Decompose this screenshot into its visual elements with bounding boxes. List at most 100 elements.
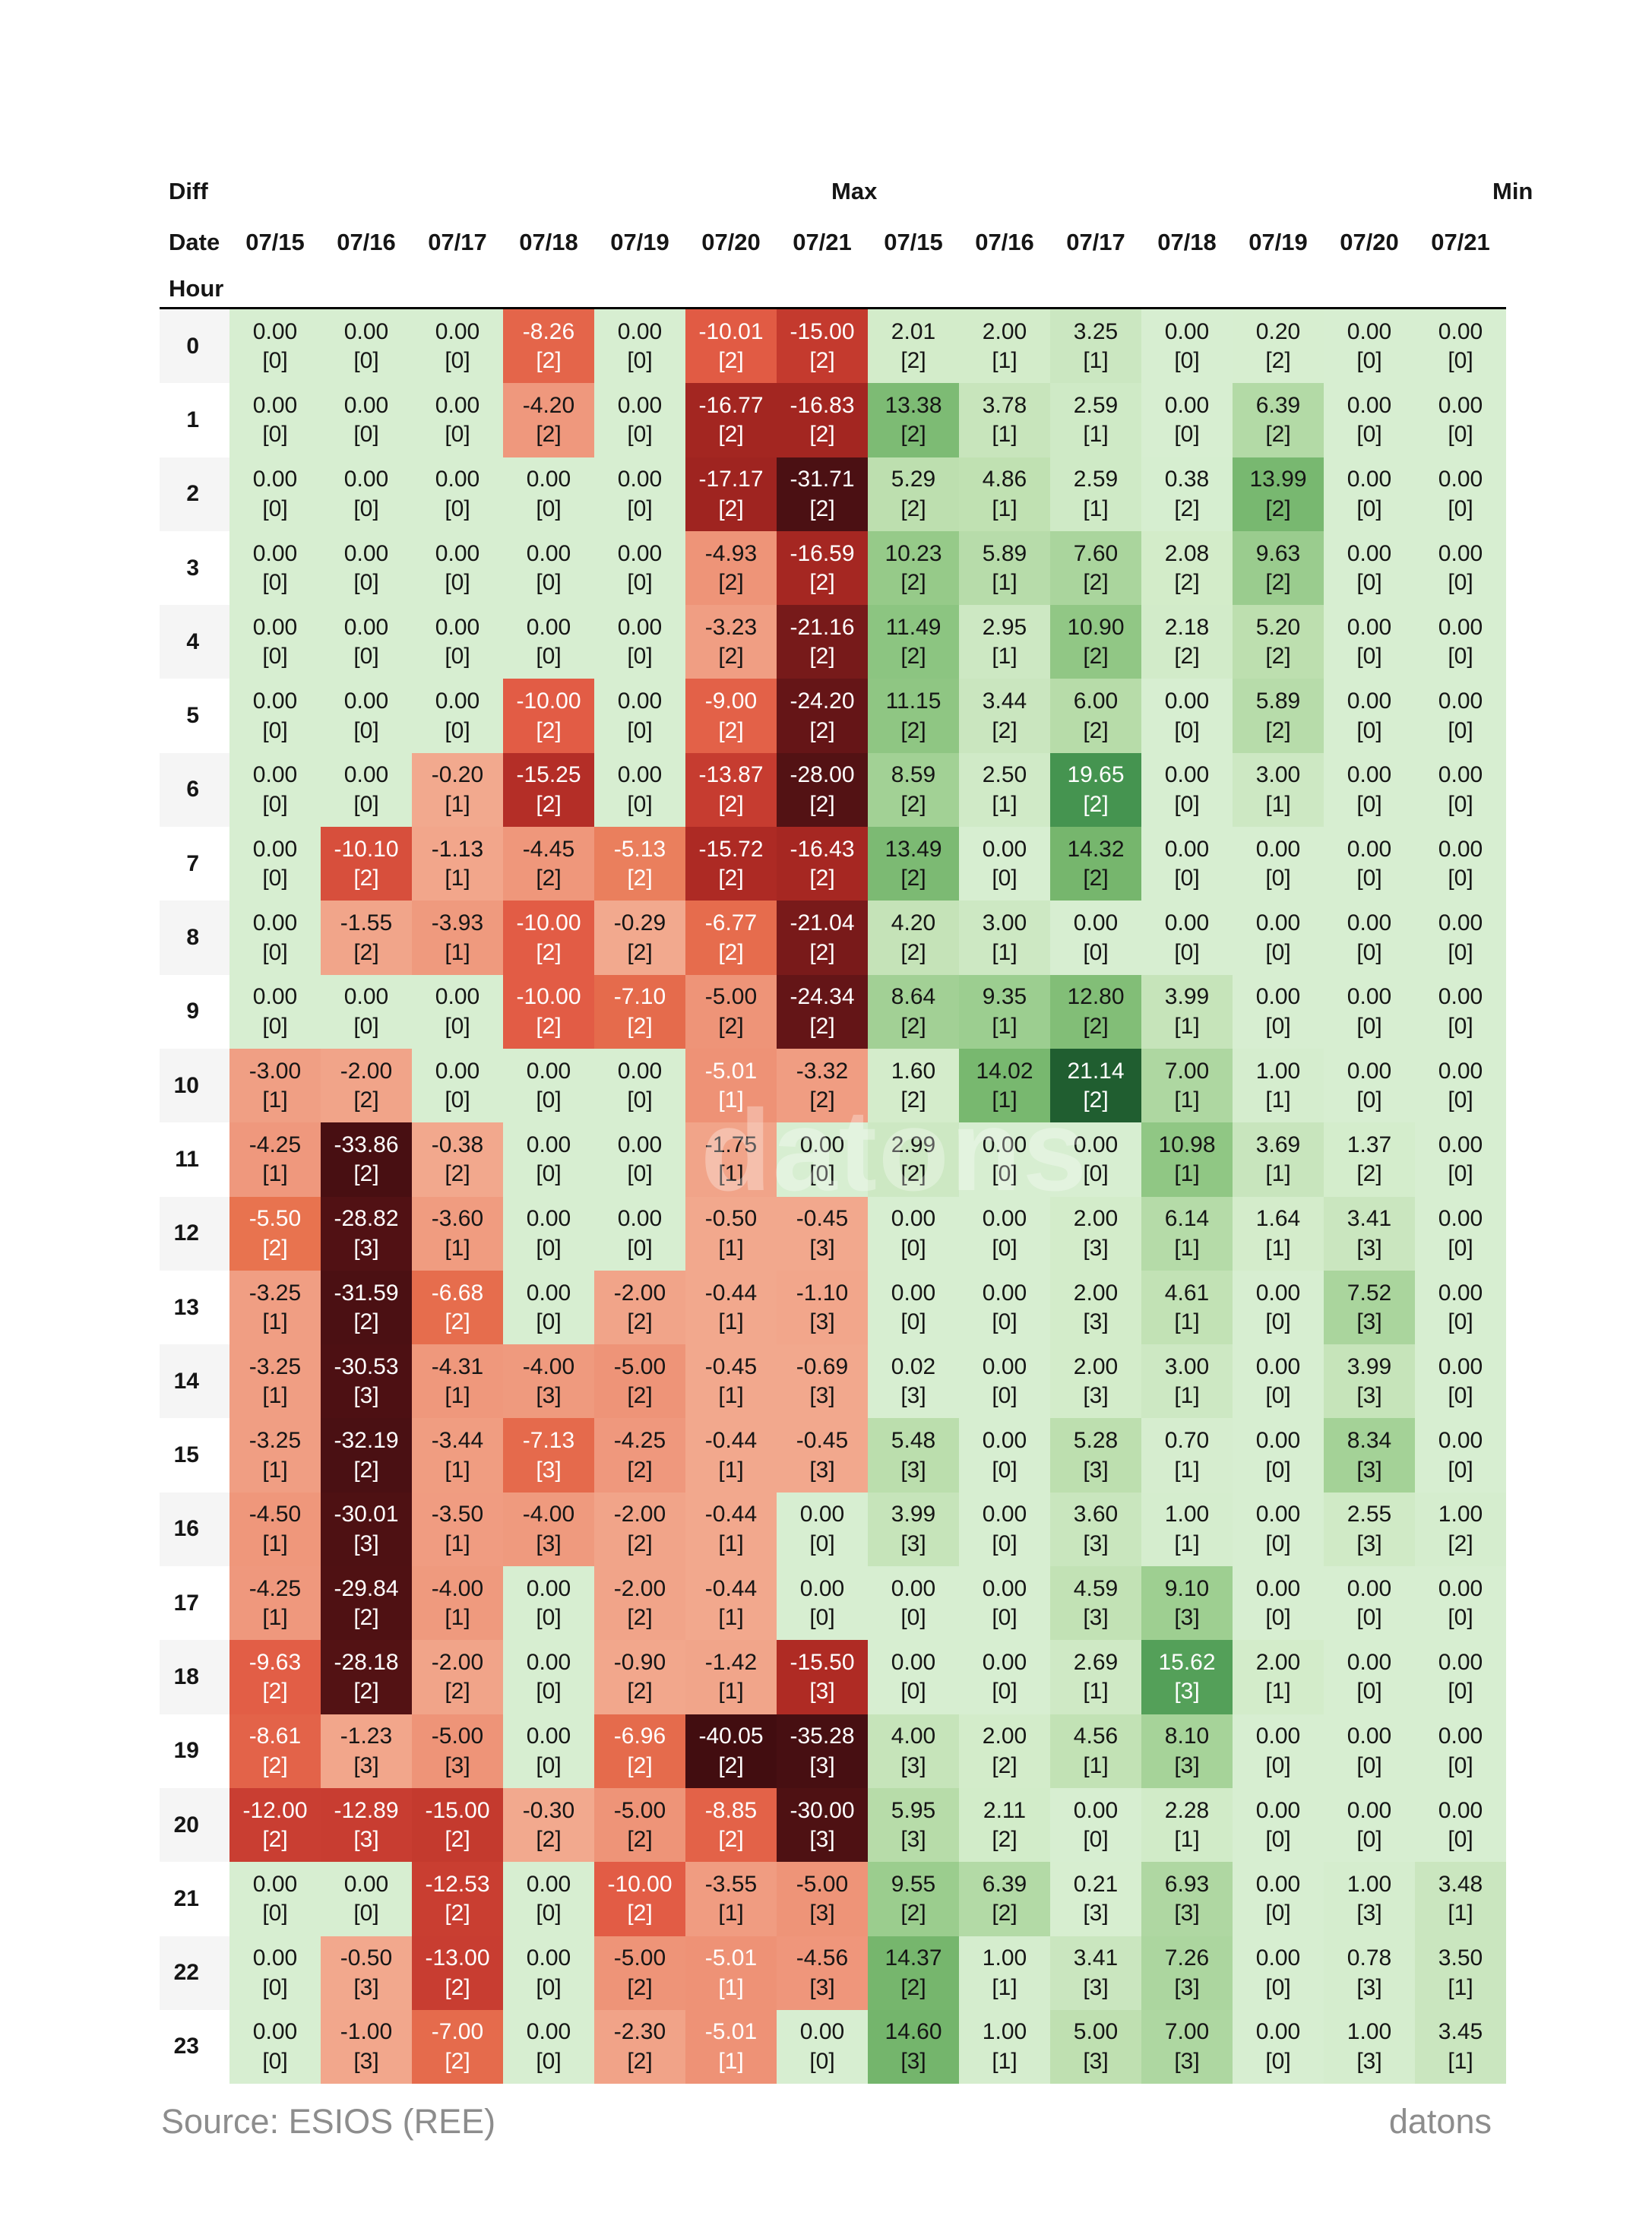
cell-value: 0.00	[526, 540, 571, 566]
cell-count: [0]	[262, 1974, 288, 2000]
heatmap-cell: 0.00 [0]	[1415, 1048, 1506, 1123]
cell-count: [1]	[1265, 1161, 1291, 1187]
cell-value: -10.00	[516, 984, 581, 1010]
date-column-header: 07/15	[884, 229, 943, 255]
heatmap-row: 5 0.00 [0] 0.00 [0] 0.00 [0] -10.00 [2] 0.00 [0] -9…	[160, 679, 1506, 753]
cell-value: 0.00	[1438, 910, 1483, 936]
cell-value: 0.00	[1438, 1132, 1483, 1157]
cell-count: [3]	[1083, 1383, 1109, 1409]
cell-count: [1]	[1174, 1235, 1200, 1261]
cell-count: [3]	[900, 1457, 926, 1483]
cell-value: 0.00	[1438, 1797, 1483, 1823]
heatmap-cell: -28.18 [2]	[321, 1640, 412, 1714]
hour-label: 21	[160, 1862, 229, 1936]
cell-count: [2]	[627, 866, 653, 891]
cell-count: [1]	[1265, 1087, 1291, 1113]
hour-label: 2	[160, 457, 229, 531]
cell-count: [1]	[1083, 348, 1109, 374]
cell-value: 5.48	[891, 1428, 936, 1454]
heatmap-cell: 0.00 [0]	[229, 605, 321, 679]
cell-value: 0.00	[252, 836, 298, 862]
heatmap-cell: 0.00 [0]	[1324, 827, 1415, 901]
cell-value: -0.44	[704, 1428, 758, 1454]
heatmap-cell: -16.77 [2]	[685, 383, 777, 457]
heatmap-cell: 2.28 [1]	[1141, 1787, 1233, 1863]
cell-value: -35.28	[790, 1724, 855, 1749]
cell-value: -4.25	[248, 1575, 302, 1601]
cell-count: [3]	[353, 1752, 379, 1778]
heatmap-cell: 2.59 [1]	[1050, 457, 1141, 531]
heatmap-cell: 1.37 [2]	[1324, 1122, 1415, 1197]
cell-value: -5.00	[704, 984, 758, 1010]
cell-count: [2]	[627, 1383, 653, 1409]
cell-count: [1]	[445, 866, 470, 891]
hour-label: 3	[160, 530, 229, 606]
heatmap-cell: 0.00 [0]	[229, 1936, 321, 2010]
table-header: Diff Max Min Date 07/15 07/16 07/17 07/18 07…	[160, 169, 1533, 309]
heatmap-cell: 3.25 [1]	[1050, 309, 1141, 384]
heatmap-cell: -1.00 [3]	[321, 2009, 412, 2084]
cell-value: 0.00	[1255, 1575, 1301, 1601]
heatmap-cell: 0.00 [0]	[1324, 605, 1415, 679]
cell-value: -1.75	[704, 1132, 758, 1157]
cell-count: [0]	[1265, 1457, 1291, 1483]
heatmap-cell: 0.00 [0]	[1050, 1787, 1141, 1863]
cell-value: 0.00	[1164, 762, 1210, 788]
cell-value: 10.23	[885, 540, 942, 566]
cell-count: [0]	[1083, 939, 1109, 965]
heatmap-cell: 0.00 [0]	[229, 530, 321, 606]
heatmap-row: 19 -8.61 [2] -1.23 [3] -5.00 [3] 0.00 [0] -6.96 [2…	[160, 1714, 1506, 1788]
cell-count: [2]	[536, 939, 562, 965]
cell-count: [3]	[353, 1383, 379, 1409]
cell-value: -12.89	[334, 1797, 399, 1823]
cell-count: [0]	[262, 866, 288, 891]
cell-count: [3]	[1083, 1457, 1109, 1483]
heatmap-cell: -3.60 [1]	[412, 1196, 503, 1271]
heatmap-cell: -3.55 [1]	[685, 1862, 777, 1936]
heatmap-cell: -15.50 [3]	[777, 1640, 868, 1714]
cell-count: [0]	[627, 495, 653, 521]
cell-value: 0.00	[799, 1132, 845, 1157]
cell-value: 0.00	[1347, 1724, 1392, 1749]
cell-count: [0]	[1356, 495, 1382, 521]
cell-value: 10.90	[1067, 614, 1125, 640]
heatmap-cell: 2.59 [1]	[1050, 383, 1141, 457]
heatmap-cell: -24.34 [2]	[777, 974, 868, 1049]
cell-count: [2]	[262, 1679, 288, 1705]
cell-count: [0]	[900, 1605, 926, 1631]
heatmap-cell: 0.00 [0]	[412, 457, 503, 531]
heatmap-cell: 0.00 [0]	[321, 530, 412, 606]
cell-value: 0.00	[526, 467, 571, 492]
cell-value: -17.17	[698, 467, 764, 492]
heatmap-cell: 4.00 [3]	[868, 1714, 959, 1788]
heatmap-cell: 2.00 [3]	[1050, 1270, 1141, 1345]
cell-value: -32.19	[334, 1428, 399, 1454]
cell-value: 0.00	[252, 392, 298, 418]
cell-value: -1.10	[796, 1280, 849, 1306]
cell-value: 10.98	[1158, 1132, 1216, 1157]
cell-count: [0]	[1174, 348, 1200, 374]
cell-count: [3]	[1083, 1901, 1109, 1926]
cell-count: [0]	[627, 348, 653, 374]
heatmap-cell: 6.14 [1]	[1141, 1196, 1233, 1271]
cell-count: [1]	[445, 791, 470, 817]
cell-value: -30.53	[334, 1353, 399, 1379]
heatmap-cell: 0.00 [0]	[1233, 1787, 1324, 1863]
cell-count: [2]	[809, 644, 835, 669]
cell-count: [0]	[1356, 348, 1382, 374]
cell-count: [0]	[1356, 939, 1382, 965]
cell-count: [3]	[1083, 1235, 1109, 1261]
cell-value: 6.39	[982, 1871, 1027, 1897]
cell-value: -4.20	[522, 392, 575, 418]
heatmap-cell: -7.13 [3]	[503, 1418, 594, 1493]
heatmap-row: 0 0.00 [0] 0.00 [0] 0.00 [0] -8.26 [2] 0.00 [0] -10…	[160, 309, 1506, 384]
cell-value: 2.11	[983, 1797, 1027, 1823]
cell-value: 0.00	[1347, 1797, 1392, 1823]
cell-value: 0.00	[1255, 2019, 1301, 2045]
cell-value: -16.59	[790, 540, 855, 566]
cell-count: [0]	[1265, 1974, 1291, 2000]
date-column-header: 07/17	[1066, 229, 1125, 255]
cell-count: [1]	[1083, 1679, 1109, 1705]
cell-value: -15.50	[790, 1649, 855, 1675]
cell-count: [2]	[1448, 1531, 1473, 1556]
